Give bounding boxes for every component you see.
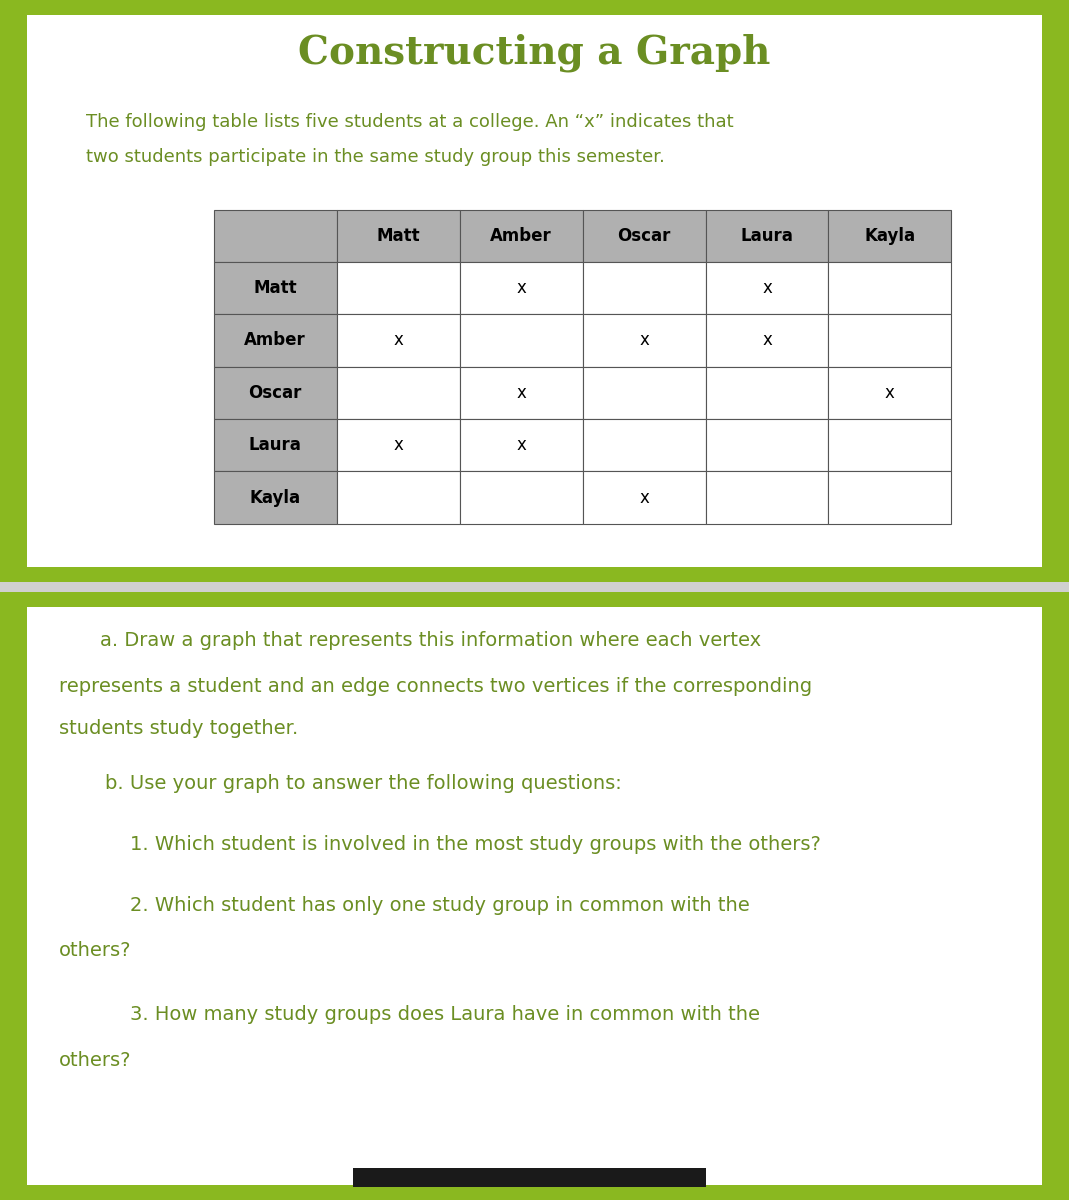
- Text: others?: others?: [59, 942, 131, 960]
- Bar: [828, 314, 951, 367]
- Bar: [583, 210, 706, 262]
- Text: x: x: [639, 488, 649, 506]
- Bar: [583, 472, 706, 523]
- Bar: [706, 419, 828, 472]
- Bar: [214, 262, 337, 314]
- Bar: [828, 210, 951, 262]
- Bar: [583, 262, 706, 314]
- Text: Amber: Amber: [491, 227, 552, 245]
- Bar: [337, 472, 460, 523]
- Bar: [353, 1169, 706, 1187]
- Text: x: x: [516, 437, 526, 455]
- Text: Laura: Laura: [741, 227, 793, 245]
- Bar: [706, 262, 828, 314]
- Bar: [706, 314, 828, 367]
- Text: x: x: [393, 437, 403, 455]
- Text: represents a student and an edge connects two vertices if the corresponding: represents a student and an edge connect…: [59, 677, 812, 696]
- Bar: [460, 419, 583, 472]
- Text: Kayla: Kayla: [865, 227, 915, 245]
- Text: 2. Which student has only one study group in common with the: 2. Which student has only one study grou…: [80, 895, 750, 914]
- Text: x: x: [762, 280, 772, 298]
- Text: x: x: [762, 331, 772, 349]
- Text: 1. Which student is involved in the most study groups with the others?: 1. Which student is involved in the most…: [80, 835, 821, 854]
- Text: x: x: [516, 384, 526, 402]
- Bar: [337, 314, 460, 367]
- Text: x: x: [393, 331, 403, 349]
- Bar: [460, 472, 583, 523]
- Bar: [214, 314, 337, 367]
- Bar: [706, 472, 828, 523]
- Bar: [460, 262, 583, 314]
- Bar: [337, 419, 460, 472]
- Bar: [214, 210, 337, 262]
- Text: Kayla: Kayla: [250, 488, 300, 506]
- Bar: [583, 367, 706, 419]
- Bar: [583, 314, 706, 367]
- Text: Oscar: Oscar: [618, 227, 670, 245]
- Text: Matt: Matt: [376, 227, 420, 245]
- Bar: [214, 472, 337, 523]
- Text: x: x: [639, 331, 649, 349]
- Text: a. Draw a graph that represents this information where each vertex: a. Draw a graph that represents this inf…: [75, 631, 761, 650]
- Text: x: x: [516, 280, 526, 298]
- Text: Laura: Laura: [249, 437, 301, 455]
- Bar: [337, 262, 460, 314]
- Bar: [706, 210, 828, 262]
- Bar: [828, 472, 951, 523]
- Bar: [214, 367, 337, 419]
- Text: b. Use your graph to answer the following questions:: b. Use your graph to answer the followin…: [80, 774, 622, 793]
- Text: The following table lists five students at a college. An “x” indicates that: The following table lists five students …: [86, 113, 733, 131]
- Bar: [337, 367, 460, 419]
- Text: Amber: Amber: [245, 331, 306, 349]
- Bar: [460, 367, 583, 419]
- Bar: [214, 419, 337, 472]
- Text: Constructing a Graph: Constructing a Graph: [298, 34, 771, 72]
- Bar: [706, 367, 828, 419]
- Text: x: x: [885, 384, 895, 402]
- Bar: [828, 262, 951, 314]
- Bar: [337, 210, 460, 262]
- Bar: [828, 367, 951, 419]
- Text: 3. How many study groups does Laura have in common with the: 3. How many study groups does Laura have…: [80, 1006, 760, 1025]
- Text: Matt: Matt: [253, 280, 297, 298]
- Text: Oscar: Oscar: [249, 384, 301, 402]
- Text: two students participate in the same study group this semester.: two students participate in the same stu…: [86, 148, 665, 166]
- Bar: [460, 210, 583, 262]
- Text: others?: others?: [59, 1051, 131, 1070]
- Bar: [583, 419, 706, 472]
- Text: students study together.: students study together.: [59, 719, 298, 738]
- Bar: [828, 419, 951, 472]
- Bar: [460, 314, 583, 367]
